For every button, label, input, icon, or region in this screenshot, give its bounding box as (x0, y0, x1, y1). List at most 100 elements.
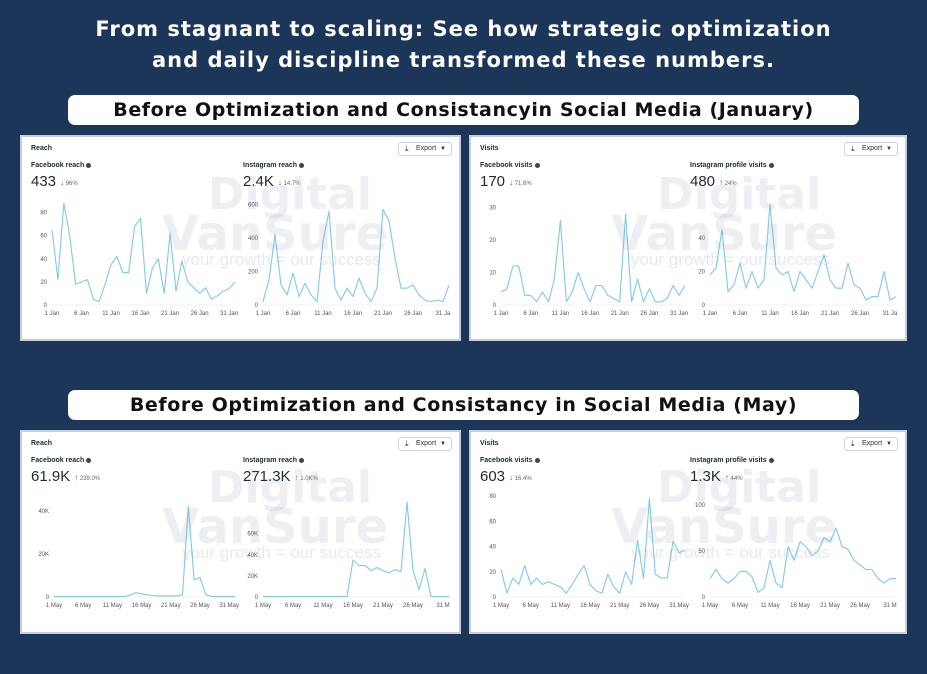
metric-value: 1.3K ↑ 44% (690, 468, 743, 485)
x-tick-label: 16 Jan (132, 311, 150, 317)
headline: From stagnant to scaling: See how strate… (0, 14, 927, 76)
card-title: Visits (480, 145, 499, 152)
x-tick-label: 11 Jan (761, 311, 779, 317)
x-tick-label: 31 Jan (220, 311, 238, 317)
export-label: Export (416, 145, 437, 152)
export-label: Export (862, 440, 883, 447)
headline-line-1: From stagnant to scaling: See how strate… (95, 17, 832, 41)
export-button[interactable]: ⤓ Export ▼ (398, 437, 452, 451)
metric-change: ↑ 24% (719, 177, 737, 187)
metric-label: Facebook reach (31, 457, 92, 464)
y-tick-label: 40K (38, 509, 49, 515)
x-tick-label: 11 May (760, 603, 779, 609)
x-tick-label: 26 May (190, 603, 210, 609)
x-tick-label: 26 Jan (191, 311, 209, 317)
metric-value: 480 ↑ 24% (690, 173, 737, 190)
x-tick-label: 31 May (669, 603, 689, 609)
metric-value: 61.9K ↑ 239.0% (31, 468, 101, 485)
x-tick-label: 6 Jan (286, 311, 301, 317)
x-tick-label: 6 Jan (523, 311, 538, 317)
chart-jan-ig-visits: 0 20 40 1 Jan 6 Jan 11 Jan 16 Jan 21 Jan 26 Jan 3… (698, 203, 898, 317)
x-tick-label: 11 May (313, 603, 332, 609)
x-tick-label: 6 May (523, 603, 539, 609)
x-tick-label: 26 Jan (851, 311, 869, 317)
download-icon: ⤓ (405, 439, 409, 448)
card-title: Reach (31, 145, 53, 152)
x-tick-label: 31 Ja (436, 311, 451, 317)
x-tick-label: 1 May (702, 603, 718, 609)
x-tick-label: 11 May (103, 603, 122, 609)
metric-label: Instagram profile visits (690, 457, 774, 464)
chart-may-fb-visits: 0 20 40 60 80 1 May 6 May 11 May 16 May 21 May 26 … (489, 494, 689, 609)
y-tick-label: 400 (248, 236, 259, 242)
y-tick-label: 0 (255, 595, 259, 601)
export-button[interactable]: ⤓ Export ▼ (844, 437, 898, 451)
metric-value: 603 ↓ 16.4% (480, 468, 532, 485)
info-icon (534, 457, 540, 463)
x-tick-label: 31 M (883, 603, 896, 609)
export-label: Export (416, 440, 437, 447)
y-tick-label: 200 (248, 269, 259, 275)
chart-jan-ig-reach: 0 200 400 600 1 Jan 6 Jan 11 Jan 16 Jan 21 Jan 26… (248, 202, 451, 317)
x-tick-label: 21 Jan (611, 311, 629, 317)
x-tick-label: 21 May (820, 603, 840, 609)
chart-jan-fb-visits: 0 10 20 30 1 Jan 6 Jan 11 Jan 16 Jan 21 Jan 26 Ja… (489, 206, 688, 318)
y-tick-label: 40 (489, 545, 496, 551)
x-tick-label: 26 May (403, 603, 423, 609)
export-button[interactable]: ⤓ Export ▼ (844, 142, 898, 156)
x-tick-label: 21 May (610, 603, 630, 609)
series-line (51, 202, 236, 303)
metric-change: ↑ 1.0K% (294, 472, 318, 482)
chevron-down-icon: ▼ (886, 146, 892, 152)
x-tick-label: 21 Jan (821, 311, 839, 317)
may-reach-card: Reach ⤓ Export ▼ Facebook reach 61.9K ↑ 2… (20, 430, 461, 634)
x-tick-label: 1 May (255, 603, 271, 609)
chart-may-ig-visits: 0 50 100 1 May 6 May 11 May 16 May 21 May 26 May… (695, 503, 897, 609)
metric-change: ↓ 14.7% (277, 177, 301, 187)
metric-value: 170 ↓ 71.6% (480, 173, 532, 190)
metric-value: 433 ↓ 96% (31, 173, 78, 190)
may-visits-card: Visits ⤓ Export ▼ Facebook visits 603 ↓ 1… (469, 430, 907, 634)
x-tick-label: 11 Jan (314, 311, 332, 317)
y-tick-label: 0 (46, 595, 50, 601)
headline-line-2: and daily discipline transformed these n… (152, 48, 775, 72)
download-icon: ⤓ (851, 439, 855, 448)
y-tick-label: 20K (247, 574, 258, 580)
x-tick-label: 31 M (436, 603, 449, 609)
info-icon (299, 457, 305, 463)
card-title: Visits (480, 440, 499, 447)
chevron-down-icon: ▼ (440, 146, 446, 152)
x-tick-label: 6 Jan (733, 311, 748, 317)
x-tick-label: 26 May (640, 603, 660, 609)
metric-change: ↑ 239.0% (74, 472, 101, 482)
series-line (709, 527, 896, 593)
info-icon (534, 162, 540, 168)
y-tick-label: 600 (248, 202, 259, 208)
x-tick-label: 21 Jan (161, 311, 179, 317)
series-line (709, 203, 897, 301)
x-tick-label: 1 Jan (703, 311, 718, 317)
y-tick-label: 40 (698, 236, 705, 242)
x-tick-label: 6 May (285, 603, 301, 609)
y-tick-label: 0 (493, 303, 497, 309)
x-tick-label: 16 Jan (791, 311, 809, 317)
export-button[interactable]: ⤓ Export ▼ (398, 142, 452, 156)
x-tick-label: 31 Jan (670, 311, 688, 317)
y-tick-label: 10 (489, 271, 496, 277)
y-tick-label: 50 (698, 549, 705, 555)
x-tick-label: 21 May (161, 603, 181, 609)
x-tick-label: 16 May (580, 603, 600, 609)
x-tick-label: 31 Ja (883, 311, 898, 317)
metric-change: ↓ 71.6% (509, 177, 532, 187)
info-icon (299, 162, 305, 168)
x-tick-label: 6 Jan (74, 311, 89, 317)
metric-value: 271.3K ↑ 1.0K% (243, 468, 318, 485)
y-tick-label: 20 (489, 570, 496, 576)
y-tick-label: 40 (40, 257, 47, 263)
metric-label: Instagram profile visits (690, 162, 774, 169)
metric-change: ↑ 44% (724, 472, 743, 482)
x-tick-label: 1 Jan (256, 311, 271, 317)
x-tick-label: 16 Jan (581, 311, 599, 317)
metric-label: Instagram reach (243, 162, 305, 169)
section-label-january: Before Optimization and Consistancyin So… (68, 95, 859, 125)
